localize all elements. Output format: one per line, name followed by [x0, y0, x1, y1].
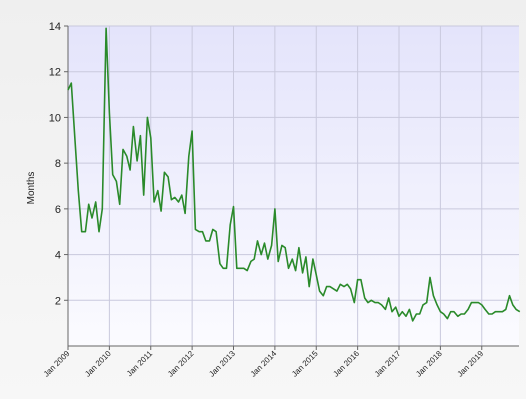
y-tick-label: 2	[55, 295, 61, 307]
axes	[64, 25, 519, 350]
y-tick-label: 10	[49, 112, 61, 124]
y-tick-label: 4	[55, 250, 61, 262]
series-layer	[67, 27, 521, 322]
series-line-0	[67, 27, 521, 322]
plot-area-background	[68, 26, 519, 346]
y-tick-label: 12	[49, 67, 61, 79]
y-axis-title: Months	[26, 172, 37, 205]
y-tick-label: 14	[49, 21, 61, 33]
y-tick-label: 8	[55, 158, 61, 170]
y-tick-label: 6	[55, 204, 61, 216]
